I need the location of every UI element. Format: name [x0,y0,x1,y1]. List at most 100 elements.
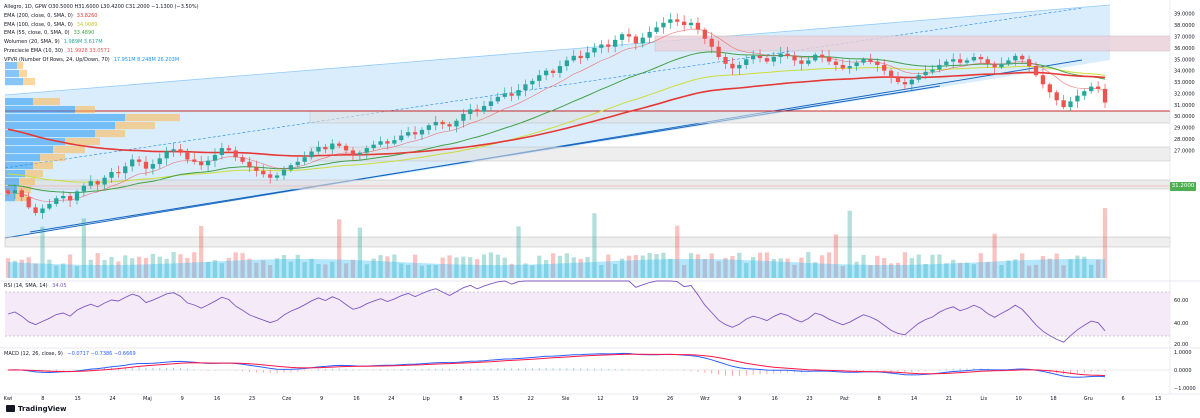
legend-ema-cross[interactable]: Przeciecie EMA (10, 30) 31.9928 33.0571 [4,47,110,54]
macd-hist-bar [55,370,57,372]
macd-hist-bar [890,370,892,372]
macd-hist-bar [207,370,209,371]
candle-body [654,27,659,32]
candle-body [254,167,259,171]
macd-hist-bar [435,368,437,371]
volume-bar [150,253,156,278]
vpvr-up-bar [5,146,53,154]
candle-body [813,54,818,61]
candle-body [716,46,721,57]
price-tick: 37.0000 [1174,34,1195,40]
macd-hist-bar [104,367,105,371]
volume-bar [447,255,452,278]
candle-body [585,52,590,59]
volume-bar [606,254,611,278]
vpvr-up-bar [5,178,19,186]
macd-hist-bar [235,370,237,371]
legend-ema-200[interactable]: EMA (200, close, 0, SMA, 0) 33.8260 [4,12,98,19]
volume-bar [309,258,314,278]
volume-bar [143,257,149,278]
candle-body [406,132,411,136]
macd-hist-bar [870,370,871,371]
macd-hist-bar [690,370,692,372]
volume-bar [661,252,666,278]
volume-bar [957,262,963,278]
time-tick: Kwi [4,396,13,402]
candle-body [364,148,369,153]
candle-body [67,195,73,201]
candle-body [1040,75,1046,85]
macd-hist-bar [945,368,947,371]
candle-body [192,159,197,162]
volume-bar [419,265,425,278]
vpvr-up-bar [5,154,40,162]
candle-body [330,143,335,150]
volume-bar [516,226,521,278]
volume-bar [730,255,735,278]
legend-volume[interactable]: Wolumen (20, SMA, 9) 1.989M 3.617M [4,39,103,46]
rsi-legend[interactable]: RSI (14, SMA, 14) 34.05 [4,283,67,289]
volume-bar [578,258,583,278]
vpvr-down-bar [33,162,53,170]
candle-body [930,69,935,72]
candle-body [1068,101,1073,108]
candle-body [288,165,294,170]
macd-hist-bar [214,370,216,371]
volume-bar [964,262,970,278]
macd-hist-bar [1083,370,1085,373]
vpvr-down-bar [25,170,43,178]
volume-bar [316,264,321,278]
ema-10-line [7,28,1106,202]
macd-signal-line [8,353,1106,377]
macd-hist-bar [580,368,582,371]
volume-bar [123,255,128,278]
time-tick: Gru [1084,396,1093,402]
candle-body [964,60,970,63]
candle-body [399,135,404,141]
legend-ema-100[interactable]: EMA (100, close, 0, SMA, 0) 34.0089 [4,21,98,28]
time-tick: 12 [597,396,603,402]
candle-body [1102,88,1108,103]
volume-bar [109,256,114,278]
candle-body [461,113,466,121]
volume-bar [337,219,342,278]
macd-hist-bar [759,370,761,375]
candle-body [868,59,873,62]
macd-hist-bar [518,368,519,371]
volume-bar [626,255,632,278]
vpvr-down-bar [19,70,27,78]
volume-bar [799,257,804,278]
candle-body [130,159,135,167]
volume-bar [261,260,266,278]
macd-hist-bar [193,369,195,371]
volume-bar [613,264,618,278]
tradingview-logo[interactable]: TradingView [6,405,67,413]
candle-body [164,151,169,159]
volume-bar [985,262,990,278]
vpvr-down-bar [17,62,23,70]
candle-body [764,58,770,62]
time-tick: 24 [388,396,394,402]
time-tick: 18 [1050,396,1056,402]
macd-hist-bar [393,369,395,371]
candle-body [240,157,245,162]
macd-hist-bar [145,367,147,371]
vpvr-up-bar [5,138,65,146]
volume-bar [1089,264,1094,278]
volume-bar [523,263,528,278]
macd-hist-bar [628,369,630,371]
volume-bar [274,258,280,278]
macd-hist-bar [959,368,961,371]
macd-hist-bar [476,368,478,371]
time-tick: 23 [249,396,255,402]
time-tick: 16 [353,396,359,402]
macd-hist-bar [925,370,927,371]
candle-body [371,144,376,149]
macd-legend[interactable]: MACD (12, 26, close, 9) −0.0717 −0.7386 … [4,351,136,357]
legend-ema-55[interactable]: EMA (55, close, 0, SMA, 0) 33.4890 [4,30,95,37]
volume-bar [840,265,845,278]
candle-body [233,150,238,158]
vpvr-up-bar [5,194,15,202]
candle-body [785,53,790,56]
legend-vpvr[interactable]: VPVR (Number Of Rows, 24, Up/Down, 70) 17… [4,56,180,63]
